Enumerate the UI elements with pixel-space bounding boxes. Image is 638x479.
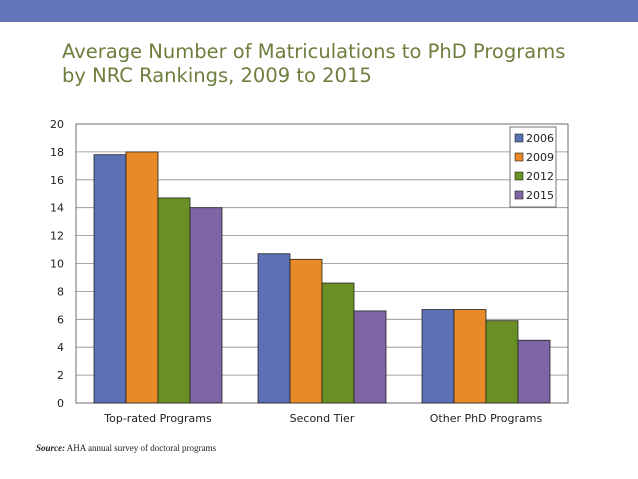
y-tick-label-14: 14 — [50, 202, 64, 215]
y-tick-label-8: 8 — [57, 285, 64, 298]
slide-title: Average Number of Matriculations to PhD … — [62, 40, 622, 88]
y-tick-label-18: 18 — [50, 146, 64, 159]
y-tick-label-16: 16 — [50, 174, 64, 187]
y-tick-label-12: 12 — [50, 230, 64, 243]
bar-2006-1 — [257, 253, 291, 404]
legend-label-2006: 2006 — [526, 132, 554, 145]
source-text: AHA annual survey of doctoral programs — [66, 443, 216, 453]
bar-2012-1 — [321, 282, 355, 404]
bar-2012-0 — [157, 197, 191, 404]
bar-2009-1 — [289, 258, 323, 404]
bar-2009-0 — [125, 151, 159, 404]
legend-label-2015: 2015 — [526, 189, 554, 202]
slide-title-line-1: Average Number of Matriculations to PhD … — [62, 40, 566, 63]
bar-2012-2 — [485, 320, 519, 404]
source-note: Source: AHA annual survey of doctoral pr… — [36, 443, 216, 453]
y-tick-label-20: 20 — [50, 118, 64, 131]
y-tick-label-6: 6 — [57, 313, 64, 326]
legend-swatch-2006 — [514, 133, 524, 143]
legend-label-2012: 2012 — [526, 170, 554, 183]
legend-swatch-2015 — [514, 190, 524, 200]
bar-2006-0 — [93, 154, 127, 404]
bar-2015-0 — [189, 207, 223, 404]
legend-label-2009: 2009 — [526, 151, 554, 164]
source-label: Source: — [36, 443, 65, 453]
bar-2015-2 — [517, 339, 551, 404]
bar-2009-2 — [453, 309, 487, 404]
top-accent-bar — [0, 0, 638, 22]
bar-2006-2 — [421, 309, 455, 404]
legend-swatch-2012 — [514, 171, 524, 181]
legend-swatch-2009 — [514, 152, 524, 162]
y-tick-label-2: 2 — [57, 369, 64, 382]
x-tick-label-1: Second Tier — [290, 412, 355, 425]
y-tick-label-10: 10 — [50, 258, 64, 271]
y-tick-label-4: 4 — [57, 341, 64, 354]
x-tick-label-0: Top-rated Programs — [103, 412, 212, 425]
x-tick-label-2: Other PhD Programs — [430, 412, 543, 425]
bar-2015-1 — [353, 310, 387, 404]
slide-title-line-2: by NRC Rankings, 2009 to 2015 — [62, 64, 372, 87]
y-tick-label-0: 0 — [57, 397, 64, 410]
